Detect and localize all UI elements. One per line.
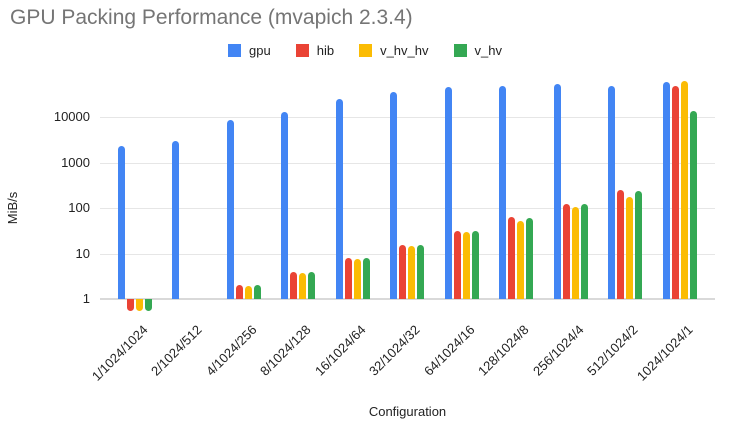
- gridline: [100, 208, 715, 209]
- gridline: [100, 162, 715, 164]
- bar-gpu[interactable]: [444, 87, 452, 299]
- legend-label: hib: [316, 43, 335, 58]
- gridline: [100, 117, 715, 118]
- bar-v_hv[interactable]: [471, 231, 479, 299]
- bar-v_hv[interactable]: [635, 191, 643, 299]
- bar-hib[interactable]: [399, 245, 407, 299]
- legend-swatch-v_hv: [453, 44, 467, 57]
- bar-v_hv[interactable]: [253, 285, 261, 299]
- bar-v_hv_hv[interactable]: [517, 220, 525, 299]
- legend-item-gpu: gpu: [228, 43, 271, 58]
- x-axis-title: Configuration: [368, 404, 447, 419]
- y-tick-label: 1000: [61, 154, 90, 170]
- bar-v_hv[interactable]: [689, 111, 697, 299]
- axis-baseline: [100, 298, 715, 300]
- bar-v_hv_hv[interactable]: [299, 273, 307, 299]
- bar-gpu[interactable]: [118, 146, 125, 299]
- bar-hib[interactable]: [290, 272, 298, 299]
- legend-swatch-v_hv_hv: [359, 44, 373, 57]
- legend-label: v_hv: [474, 43, 502, 58]
- bar-hib[interactable]: [453, 231, 461, 299]
- gridline: [100, 253, 715, 255]
- bar-v_hv_hv[interactable]: [353, 259, 361, 299]
- bar-hib[interactable]: [562, 203, 570, 299]
- bar-gpu[interactable]: [390, 91, 398, 299]
- bar-gpu[interactable]: [172, 141, 180, 299]
- legend-item-hib: hib: [295, 43, 335, 58]
- bar-v_hv[interactable]: [526, 217, 534, 299]
- bar-v_hv_hv[interactable]: [408, 246, 416, 299]
- bar-v_hv_hv[interactable]: [571, 207, 579, 299]
- bar-v_hv[interactable]: [362, 258, 370, 299]
- bar-gpu[interactable]: [499, 86, 507, 299]
- legend-swatch-gpu: [228, 44, 242, 57]
- bar-gpu[interactable]: [553, 84, 561, 299]
- bar-gpu[interactable]: [281, 111, 289, 299]
- bar-gpu[interactable]: [662, 82, 670, 299]
- legend-swatch-hib: [295, 44, 309, 57]
- bar-hib[interactable]: [344, 258, 352, 299]
- y-tick-label: 1: [82, 291, 90, 306]
- legend: gpu hib v_hv_hv v_hv: [0, 43, 730, 58]
- legend-label: v_hv_hv: [380, 43, 429, 58]
- bar-hib[interactable]: [235, 285, 243, 299]
- y-tick-label: 100: [68, 200, 90, 215]
- bar-v_hv_hv[interactable]: [136, 299, 143, 311]
- bar-v_hv_hv[interactable]: [462, 232, 470, 299]
- y-axis-title: MiB/s: [5, 191, 20, 225]
- bar-hib[interactable]: [508, 217, 516, 299]
- chart-title: GPU Packing Performance (mvapich 2.3.4): [10, 6, 413, 29]
- bar-hib[interactable]: [617, 189, 625, 299]
- bar-gpu[interactable]: [335, 98, 343, 299]
- bar-hib[interactable]: [671, 86, 679, 299]
- bar-hib[interactable]: [127, 299, 134, 311]
- bar-v_hv_hv[interactable]: [626, 196, 634, 299]
- bar-v_hv[interactable]: [145, 299, 152, 311]
- y-tick-label: 10000: [53, 109, 90, 124]
- bar-v_hv[interactable]: [580, 203, 588, 299]
- bar-gpu[interactable]: [226, 120, 234, 299]
- bar-v_hv_hv[interactable]: [680, 80, 688, 299]
- legend-item-v_hv_hv: v_hv_hv: [359, 43, 429, 58]
- bar-v_hv[interactable]: [417, 245, 425, 299]
- bar-gpu[interactable]: [608, 86, 616, 299]
- legend-label: gpu: [249, 43, 271, 58]
- legend-item-v_hv: v_hv: [453, 43, 502, 58]
- bar-v_hv_hv[interactable]: [244, 286, 252, 299]
- bar-v_hv[interactable]: [308, 272, 316, 299]
- y-tick-label: 10: [75, 245, 90, 261]
